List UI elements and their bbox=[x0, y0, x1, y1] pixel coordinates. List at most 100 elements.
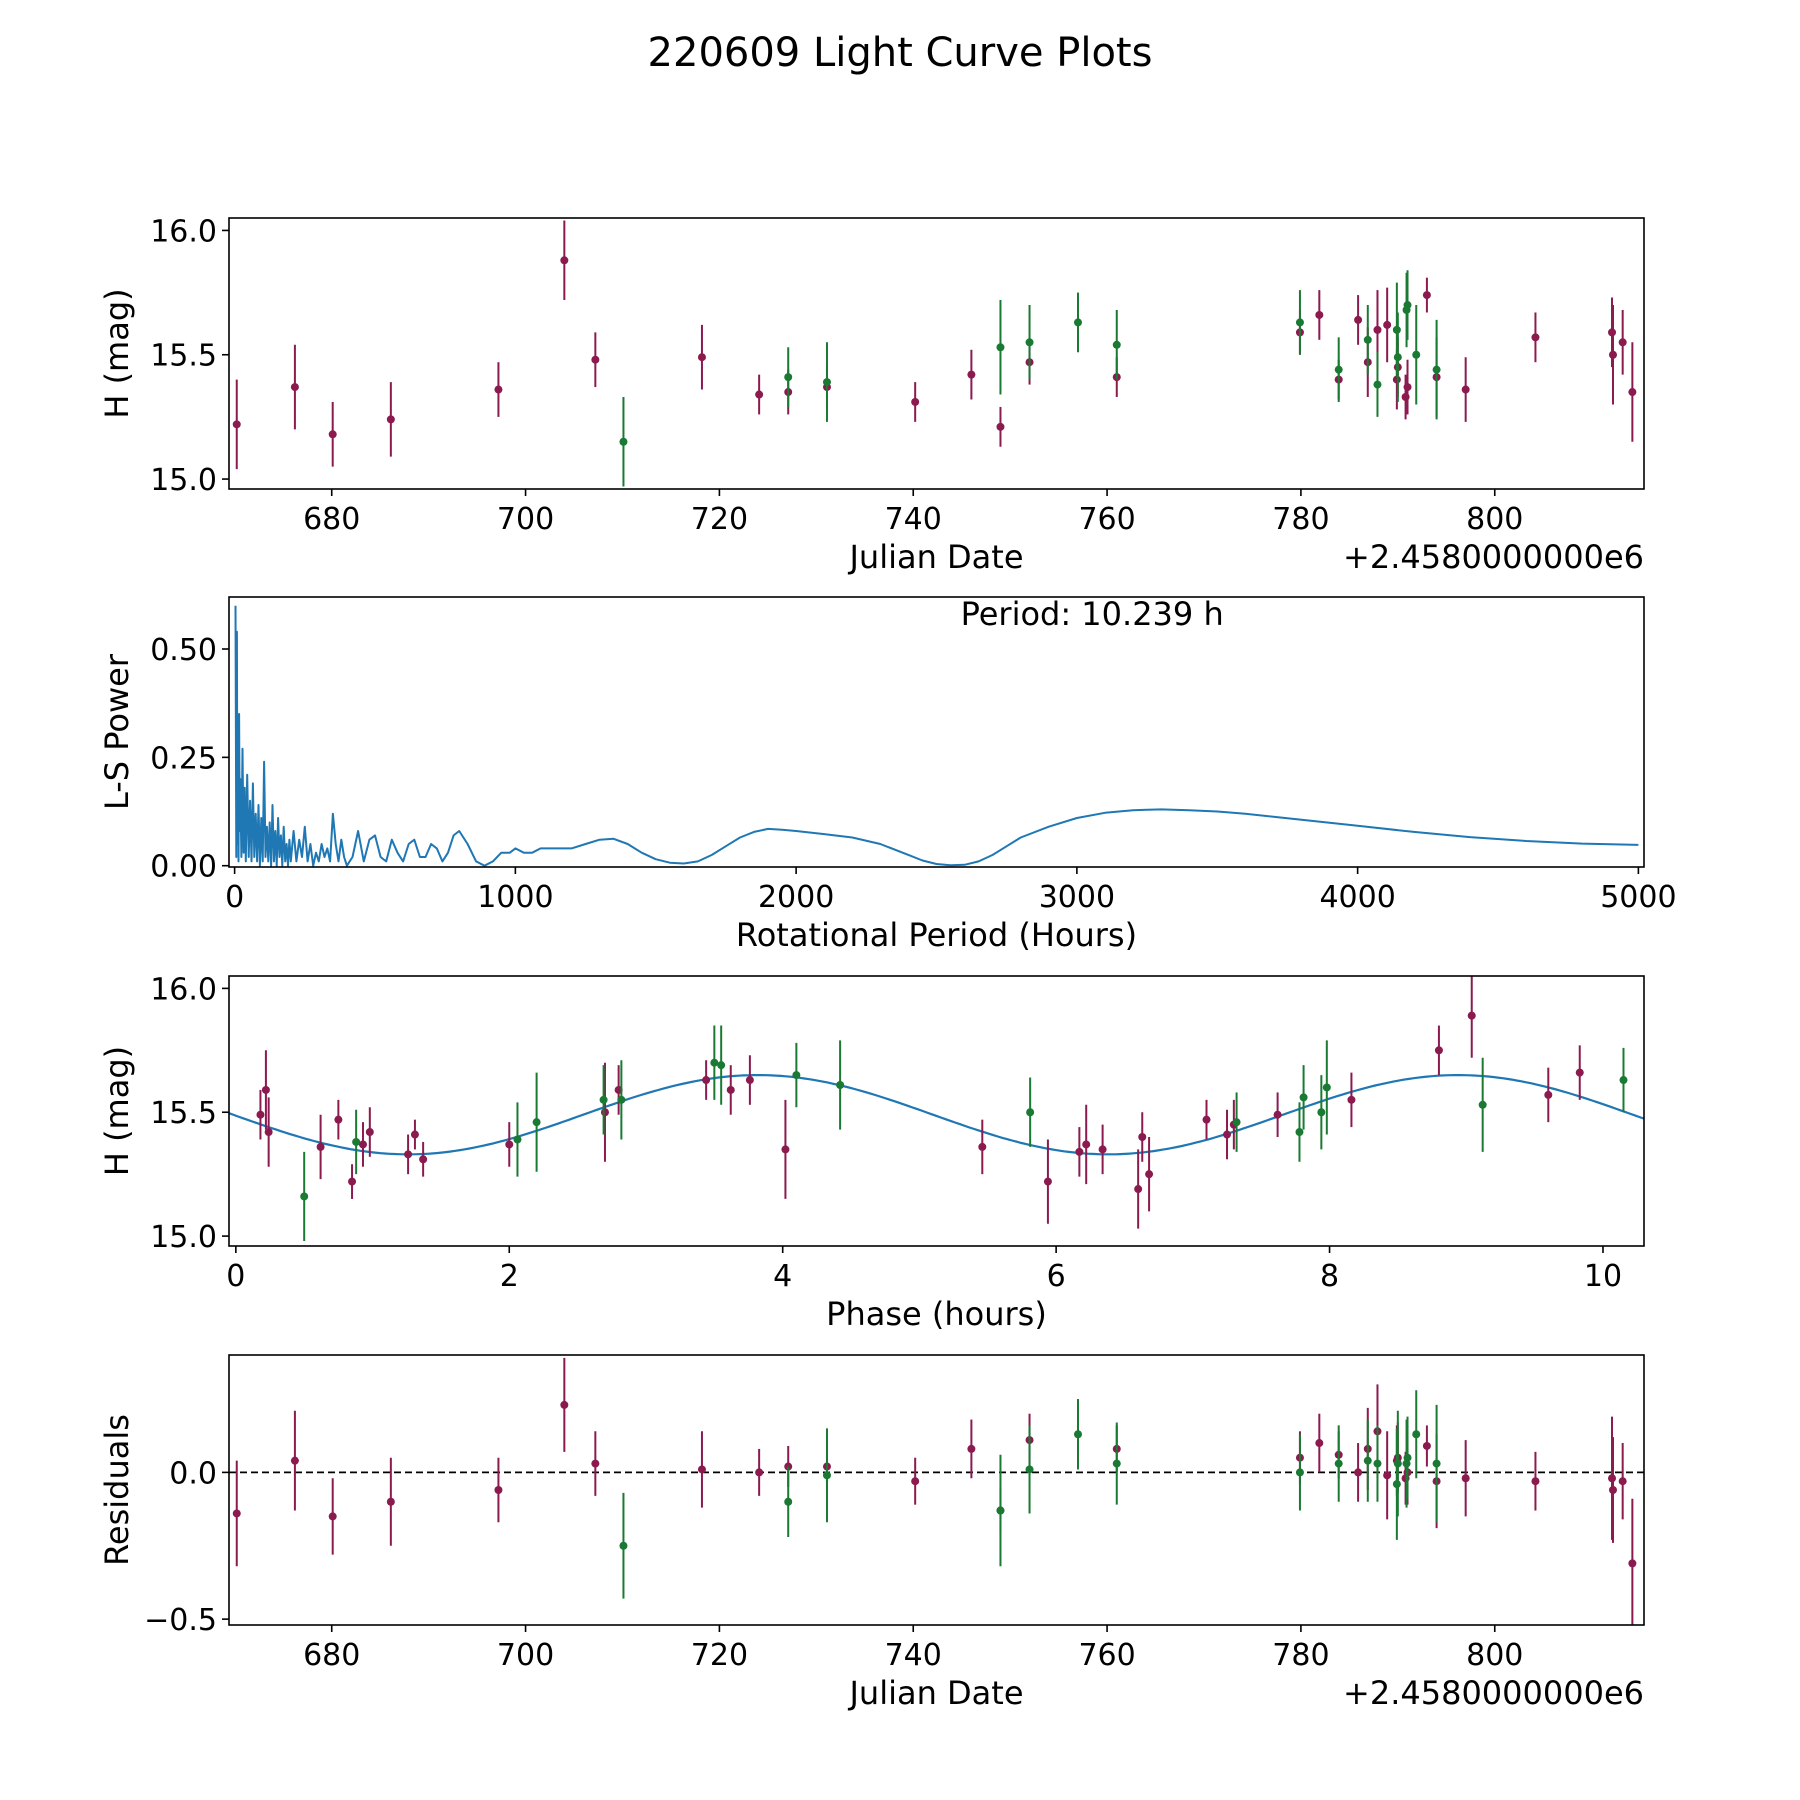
x-tick-label: 0 bbox=[225, 880, 244, 915]
red-filter-point bbox=[745, 1076, 754, 1085]
red-filter-point bbox=[328, 1512, 337, 1521]
red-filter-point bbox=[1434, 1046, 1443, 1055]
green-filter-point bbox=[1619, 1076, 1628, 1085]
green-filter-point bbox=[1112, 340, 1121, 349]
red-filter-point bbox=[755, 390, 764, 399]
red-filter-point bbox=[1383, 320, 1392, 329]
x-tick-label: 700 bbox=[497, 502, 554, 537]
green-filter-point bbox=[1373, 380, 1382, 389]
green-filter-point bbox=[1295, 318, 1304, 327]
red-filter-point bbox=[1608, 1486, 1617, 1494]
red-filter-point bbox=[328, 430, 337, 439]
green-filter-point bbox=[996, 1506, 1005, 1515]
x-tick-label: 720 bbox=[691, 1638, 748, 1673]
green-filter-point bbox=[1373, 1459, 1382, 1468]
red-filter-point bbox=[560, 1400, 569, 1409]
y-tick-label: 15.0 bbox=[150, 1220, 217, 1255]
red-filter-point bbox=[1422, 1441, 1431, 1450]
green-filter-point bbox=[1295, 1128, 1304, 1137]
green-filter-point bbox=[1363, 1456, 1372, 1465]
green-filter-point bbox=[1334, 365, 1343, 374]
x-tick-label: 1000 bbox=[477, 880, 553, 915]
x-tick-label: 680 bbox=[303, 1638, 360, 1673]
red-filter-point bbox=[410, 1130, 419, 1139]
red-filter-point bbox=[1531, 1477, 1540, 1486]
green-filter-point bbox=[300, 1192, 309, 1201]
green-filter-point bbox=[599, 1095, 608, 1104]
green-filter-point bbox=[1295, 1468, 1304, 1477]
red-filter-point bbox=[560, 256, 569, 265]
red-filter-point bbox=[1618, 1477, 1627, 1486]
red-filter-point bbox=[264, 1128, 273, 1137]
periodogram-panel: 0 1000 2000 3000 4000 5000 0.00 0.25 0.50 Rotatio… bbox=[98, 595, 1677, 954]
red-filter-point bbox=[1422, 291, 1431, 300]
red-filter-point bbox=[365, 1128, 374, 1137]
y-tick-label: 0.50 bbox=[150, 633, 217, 668]
lightcurve-plot-area bbox=[232, 220, 1637, 487]
red-filter-point bbox=[1354, 1468, 1363, 1477]
red-filter-point bbox=[1145, 1170, 1154, 1179]
red-filter-point bbox=[1403, 383, 1412, 392]
x-axis-label: Phase (hours) bbox=[826, 1295, 1047, 1333]
red-filter-point bbox=[386, 415, 395, 424]
green-filter-point bbox=[822, 378, 831, 387]
x-tick-label: 4000 bbox=[1319, 880, 1395, 915]
red-filter-point bbox=[591, 1459, 600, 1468]
red-filter-point bbox=[967, 1444, 976, 1453]
residuals-frame bbox=[228, 1354, 1645, 1626]
y-tick-label: 15.5 bbox=[150, 1096, 217, 1131]
red-filter-point bbox=[1138, 1133, 1147, 1142]
red-filter-point bbox=[316, 1142, 325, 1151]
red-filter-point bbox=[996, 422, 1005, 431]
red-filter-point bbox=[911, 397, 920, 406]
red-filter-point bbox=[1461, 385, 1470, 394]
periodogram-line bbox=[234, 605, 1639, 867]
green-filter-point bbox=[352, 1137, 361, 1146]
y-tick-label: 16.0 bbox=[150, 214, 217, 249]
residuals-plot-area bbox=[229, 1357, 1644, 1625]
x-tick-label: 740 bbox=[885, 1638, 942, 1673]
red-filter-point bbox=[1347, 1095, 1356, 1104]
y-tick-label: 15.5 bbox=[150, 339, 217, 374]
green-filter-point bbox=[717, 1061, 726, 1070]
green-filter-point bbox=[1025, 1465, 1034, 1474]
y-axis-label: H (mag) bbox=[98, 288, 136, 418]
y-tick-label: −0.5 bbox=[144, 1603, 217, 1638]
periodogram-plot-area bbox=[234, 605, 1639, 867]
red-filter-point bbox=[697, 353, 706, 362]
red-filter-point bbox=[1202, 1115, 1211, 1124]
red-filter-point bbox=[1373, 325, 1382, 334]
x-tick-label: 760 bbox=[1078, 1638, 1135, 1673]
red-filter-point bbox=[1075, 1147, 1084, 1156]
green-filter-point bbox=[1232, 1118, 1241, 1127]
y-tick-label: 0.0 bbox=[169, 1456, 217, 1491]
red-filter-point bbox=[1628, 388, 1637, 397]
green-filter-point bbox=[1432, 1459, 1441, 1468]
x-tick-label: 0 bbox=[226, 1259, 245, 1294]
red-filter-point bbox=[1608, 350, 1617, 359]
y-axis-label: L-S Power bbox=[98, 653, 136, 810]
red-filter-point bbox=[1467, 1011, 1476, 1020]
red-filter-point bbox=[697, 1465, 706, 1474]
green-filter-point bbox=[1478, 1100, 1487, 1109]
green-filter-point bbox=[532, 1118, 541, 1127]
x-tick-label: 780 bbox=[1272, 1638, 1329, 1673]
red-filter-point bbox=[781, 1145, 790, 1154]
green-filter-point bbox=[619, 1541, 628, 1550]
green-filter-point bbox=[1393, 353, 1402, 362]
red-filter-point bbox=[755, 1468, 764, 1477]
red-filter-point bbox=[386, 1497, 395, 1506]
red-filter-point bbox=[358, 1140, 367, 1149]
green-filter-point bbox=[1403, 1453, 1412, 1462]
red-filter-point bbox=[967, 370, 976, 379]
x-tick-label: 720 bbox=[691, 502, 748, 537]
red-filter-point bbox=[1628, 1559, 1637, 1568]
green-filter-point bbox=[822, 1471, 831, 1480]
red-filter-point bbox=[404, 1150, 413, 1159]
x-axis-label: Julian Date bbox=[847, 538, 1023, 576]
red-filter-point bbox=[600, 1108, 609, 1117]
x-tick-label: 800 bbox=[1466, 502, 1523, 537]
x-tick-label: 2000 bbox=[758, 880, 834, 915]
red-filter-point bbox=[1461, 1474, 1470, 1483]
